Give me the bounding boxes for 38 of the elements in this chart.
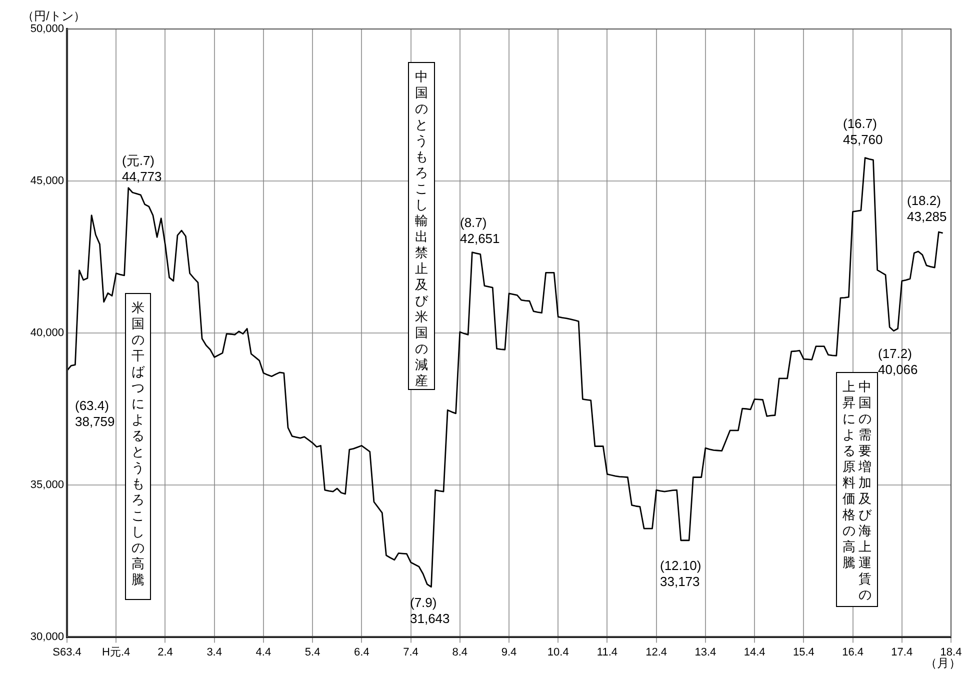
x-tick-label: 4.4 — [256, 646, 272, 658]
x-axis-title: （月） — [925, 656, 961, 672]
y-tick-label: 40,000 — [30, 326, 64, 339]
annotation: (7.9) 31,643 — [410, 595, 450, 626]
y-tick-label: 45,000 — [30, 174, 64, 187]
text: 中国の需要増加及び海上運賃の — [858, 379, 872, 602]
y-tick-label: 30,000 — [30, 630, 64, 643]
x-tick-label: 12.4 — [646, 646, 668, 658]
y-axis-title: （円/トン） — [22, 8, 86, 24]
text: 中国のとうもろこし輸出禁止及び米国の減産 — [415, 69, 428, 388]
annotation: (63.4) 38,759 — [75, 398, 115, 430]
x-tick-label: 5.4 — [304, 646, 320, 658]
annotation: (18.2) 43,285 — [907, 193, 947, 224]
x-tick-label: 16.4 — [842, 646, 864, 658]
x-tick-label: 6.4 — [354, 646, 370, 658]
annotation: (8.7) 42,651 — [460, 215, 500, 246]
x-tick-label: H元.4 — [102, 646, 130, 658]
y-tick-label: 35,000 — [30, 478, 64, 491]
x-tick-label: 14.4 — [744, 646, 766, 658]
x-tick-label: 18.4 — [940, 646, 962, 658]
x-tick-label: 2.4 — [158, 646, 173, 658]
x-tick-label: 13.4 — [694, 646, 716, 658]
annotation: (16.7) 45,760 — [843, 116, 883, 148]
x-tick-label: 3.4 — [206, 646, 222, 658]
y-tick-label: 50,000 — [30, 23, 64, 36]
x-tick-label: 11.4 — [596, 646, 618, 658]
x-tick-label: 9.4 — [501, 646, 517, 658]
x-tick-label: S63.4 — [52, 646, 82, 658]
x-tick-label: 17.4 — [891, 646, 913, 658]
x-tick-label: 7.4 — [403, 646, 418, 658]
text: 米国の干ばつによるとうもろこしの高騰 — [132, 300, 144, 587]
x-tick-label: 15.4 — [792, 646, 814, 658]
x-tick-label: 10.4 — [547, 646, 569, 658]
x-tick-label: 8.4 — [452, 646, 468, 658]
annotation: (元.7) 44,773 — [122, 153, 162, 184]
annotation: (12.10) 33,173 — [660, 558, 702, 590]
annotation: (17.2) 40,066 — [878, 346, 918, 378]
text: 上昇による原料価格の高騰 — [842, 379, 856, 570]
